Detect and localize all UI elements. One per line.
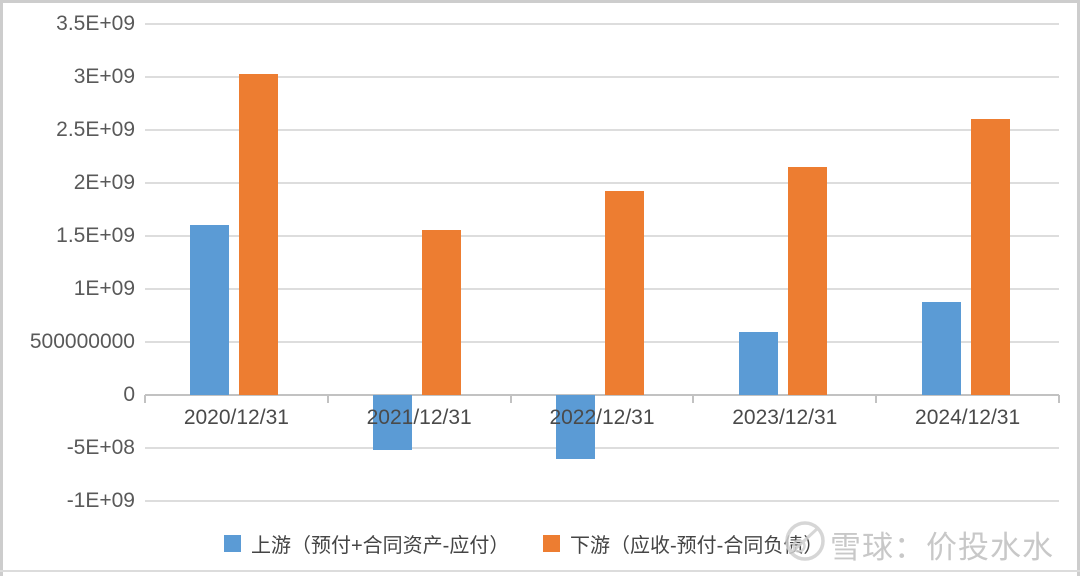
y-axis-tick-label: -5E+08 [66, 436, 135, 459]
frame-border-right [1077, 0, 1080, 576]
y-axis-tick-label: 0 [123, 383, 135, 406]
x-axis-category-label: 2022/12/31 [549, 406, 655, 429]
y-axis-tick-label: 3E+09 [73, 65, 135, 88]
legend-label: 下游（应收-预付-合同负债） [570, 534, 824, 557]
legend-label: 上游（预付+合同资产-应付） [251, 534, 510, 557]
legend-item-downstream: 下游（应收-预付-合同负债） [543, 530, 824, 557]
gridline--1E+09 [145, 500, 1059, 502]
gridline--5E+08 [145, 447, 1059, 449]
gridline-2.5E+09 [145, 129, 1059, 131]
frame-border-top [0, 0, 1080, 3]
bar-downstream-2024/12/31 [970, 119, 1010, 395]
bar-downstream-2022/12/31 [605, 191, 644, 395]
bar-upstream-2021/12/31 [373, 395, 413, 451]
frame-border-left [0, 0, 3, 576]
x-axis-tick-mark [1058, 395, 1060, 403]
bar-upstream-2020/12/31 [190, 225, 230, 395]
x-axis-category-label: 2024/12/31 [915, 406, 1021, 429]
y-axis-tick-label: 3.5E+09 [56, 12, 135, 35]
gridline-0 [145, 394, 1059, 396]
y-axis-tick-label: -1E+09 [66, 489, 135, 512]
x-axis-tick-mark [326, 395, 329, 403]
y-axis-tick-label: 2.5E+09 [56, 118, 135, 141]
bar-downstream-2020/12/31 [239, 73, 279, 395]
bar-downstream-2021/12/31 [422, 229, 462, 395]
gridline-1E+09 [145, 288, 1059, 290]
gridline-2E+09 [145, 182, 1059, 184]
gridline-500000000 [145, 341, 1059, 343]
legend-swatch-upstream [224, 534, 241, 552]
legend-swatch-downstream [543, 534, 560, 552]
y-axis-tick-label: 500000000 [29, 330, 135, 353]
bar-downstream-2023/12/31 [787, 167, 827, 395]
x-axis-tick-mark [692, 395, 695, 403]
gridline-1.5E+09 [145, 235, 1059, 237]
y-axis-tick-label: 1.5E+09 [56, 224, 135, 247]
x-axis-category-label: 2021/12/31 [366, 406, 472, 429]
x-axis-category-label: 2023/12/31 [732, 406, 838, 429]
gridline-3E+09 [145, 76, 1059, 78]
bar-upstream-2024/12/31 [921, 301, 961, 395]
x-axis-category-label: 2020/12/31 [183, 406, 289, 429]
gridline-3.5E+09 [145, 23, 1059, 25]
y-axis-tick-label: 2E+09 [73, 171, 135, 194]
legend-item-upstream: 上游（预付+合同资产-应付） [224, 530, 510, 557]
x-axis-tick-mark [144, 395, 146, 403]
bar-upstream-2023/12/31 [738, 332, 778, 395]
bar-upstream-2022/12/31 [556, 395, 595, 459]
y-axis-tick-label: 1E+09 [73, 277, 135, 300]
watermark-text: 雪球：价投水水 [830, 530, 1054, 565]
x-axis-tick-mark [509, 395, 512, 403]
bottom-divider [0, 570, 1080, 572]
x-axis-tick-mark [875, 395, 878, 403]
